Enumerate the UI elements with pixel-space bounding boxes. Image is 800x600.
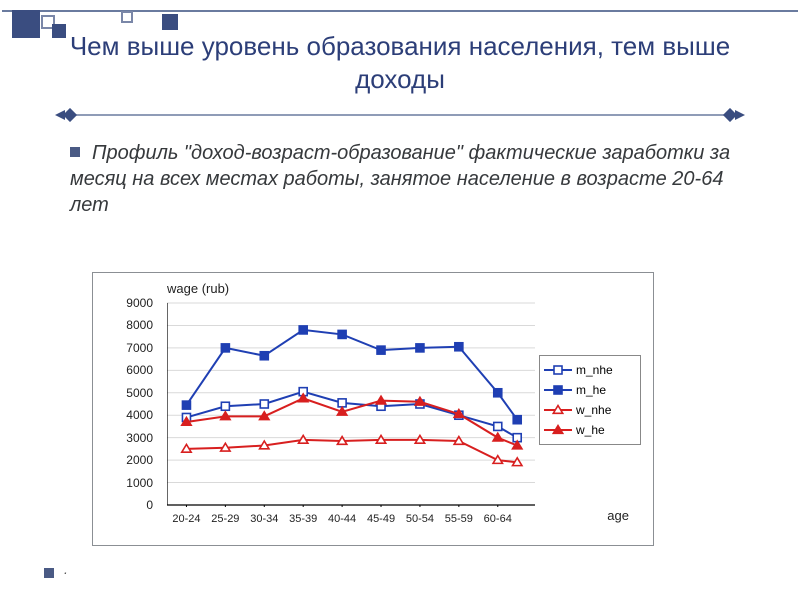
footer-text: . — [64, 561, 68, 577]
legend-swatch — [544, 383, 572, 397]
slide-title: Чем выше уровень образования населения, … — [40, 30, 760, 95]
y-axis-title: wage (rub) — [167, 281, 229, 296]
legend-swatch — [544, 363, 572, 377]
y-tick-label: 5000 — [126, 386, 153, 400]
x-tick-label: 40-44 — [328, 513, 356, 525]
slide: Чем выше уровень образования населения, … — [0, 0, 800, 600]
x-tick-label: 20-24 — [172, 513, 200, 525]
legend-row: m_nhe — [544, 360, 636, 380]
y-tick-label: 9000 — [126, 296, 153, 310]
legend-row: w_nhe — [544, 400, 636, 420]
x-tick-label: 30-34 — [250, 513, 278, 525]
legend-row: w_he — [544, 420, 636, 440]
y-axis-labels: 0100020003000400050006000700080009000 — [93, 301, 161, 507]
y-tick-label: 8000 — [126, 318, 153, 332]
x-tick-label: 60-64 — [484, 513, 512, 525]
bullet-icon — [70, 147, 80, 157]
x-tick-label: 50-54 — [406, 513, 434, 525]
y-tick-label: 1000 — [126, 476, 153, 490]
legend-label: m_he — [576, 383, 606, 397]
legend-label: m_nhe — [576, 363, 613, 377]
y-tick-label: 2000 — [126, 453, 153, 467]
body-paragraph: Профиль "доход-возраст-образование" факт… — [70, 140, 740, 218]
legend-swatch — [544, 403, 572, 417]
x-tick-label: 55-59 — [445, 513, 473, 525]
line-chart-svg — [167, 301, 535, 507]
x-axis-labels: 20-24 25-29 30-34 35-39 40-44 45-49 50-54 55-59… — [167, 513, 535, 527]
x-axis-title: age — [607, 508, 629, 523]
legend-swatch — [544, 423, 572, 437]
x-tick-label: 45-49 — [367, 513, 395, 525]
y-tick-label: 4000 — [126, 408, 153, 422]
y-tick-label: 0 — [146, 498, 153, 512]
chart-container: wage (rub) age 0 1000 2000 3000 4000 5000 6000… — [92, 272, 654, 546]
legend-label: w_he — [576, 423, 605, 437]
title-divider — [55, 108, 745, 122]
legend-label: w_nhe — [576, 403, 611, 417]
plot-area — [167, 301, 535, 507]
y-tick-label: 6000 — [126, 363, 153, 377]
body-lead: Профиль "доход-возраст-образование" — [92, 142, 463, 164]
y-tick-label: 7000 — [126, 341, 153, 355]
footer-bullet-icon — [44, 568, 54, 578]
legend-row: m_he — [544, 380, 636, 400]
y-tick-label: 3000 — [126, 431, 153, 445]
x-tick-label: 35-39 — [289, 513, 317, 525]
legend: m_nhe m_he w_nhe w_he — [539, 355, 641, 445]
x-tick-label: 25-29 — [211, 513, 239, 525]
